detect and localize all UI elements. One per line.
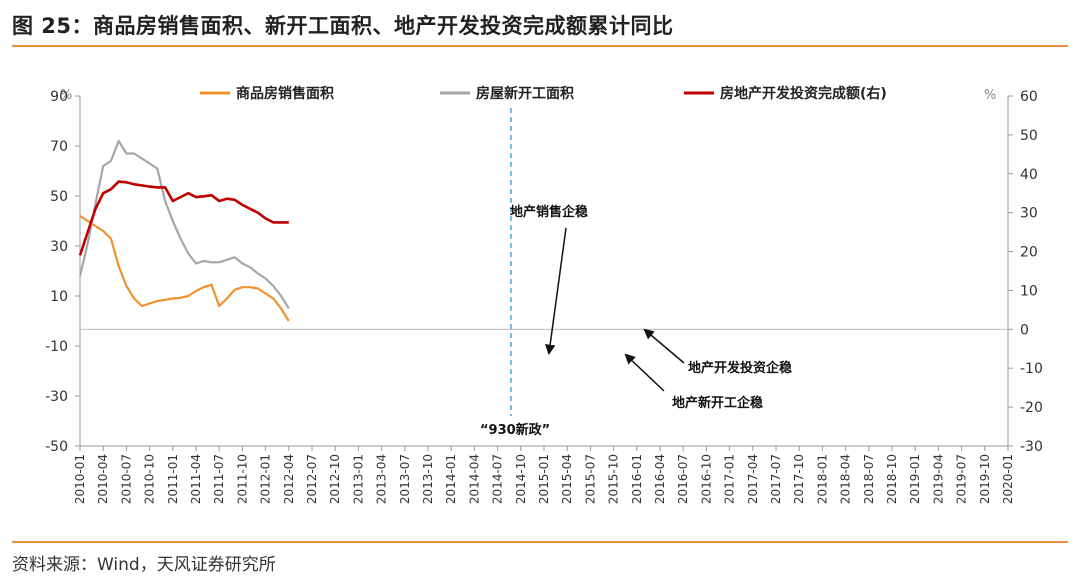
chart: 商品房销售面积 房屋新开工面积 房地产开发投资完成额(右) % % 90 70 50…: [45, 85, 1043, 504]
x-tick-label: 2018-10: [885, 454, 899, 504]
x-tick-label: 2019-04: [931, 454, 945, 504]
x-tick-label: 2015-04: [560, 454, 574, 504]
left-tick-label: -50: [45, 439, 68, 455]
x-tick-label: 2017-01: [723, 454, 737, 504]
x-tick-label: 2013-01: [351, 454, 365, 504]
x-tick-label: 2018-04: [839, 454, 853, 504]
x-tick-label: 2019-01: [908, 454, 922, 504]
x-tick-label: 2013-10: [421, 454, 435, 504]
x-tick-label: 2015-01: [537, 454, 551, 504]
x-tick-label: 2019-10: [978, 454, 992, 504]
x-tick-label: 2013-04: [375, 454, 389, 504]
x-tick-label: 2012-01: [259, 454, 273, 504]
x-tick-label: 2018-01: [815, 454, 829, 504]
x-tick-label: 2012-04: [282, 454, 296, 504]
right-tick-label: 0: [1020, 322, 1029, 338]
right-tick-label: -10: [1020, 361, 1043, 377]
left-tick-label: -10: [45, 339, 68, 355]
x-tick-label: 2014-10: [514, 454, 528, 504]
source-note: 资料来源：Wind，天风证券研究所: [12, 555, 276, 575]
series-lines: [78, 139, 290, 322]
x-tick-label: 2012-07: [305, 454, 319, 504]
right-tick-label: 20: [1020, 245, 1038, 261]
right-tick-label: 30: [1020, 206, 1038, 222]
annotations: “930新政” 地产销售企稳 地产开发投资企稳 地产新开工企稳: [480, 108, 792, 438]
left-tick-label: -30: [45, 389, 68, 405]
x-tick-label: 2015-07: [583, 454, 597, 504]
x-tick-label: 2017-07: [769, 454, 783, 504]
footer-divider: [12, 541, 1068, 543]
x-tick-label: 2013-07: [398, 454, 412, 504]
x-tick-label: 2016-04: [653, 454, 667, 504]
x-tick-label: 2011-04: [189, 454, 203, 504]
right-tick-label: 50: [1020, 128, 1038, 144]
right-axis-unit: %: [984, 88, 996, 103]
x-tick-label: 2014-01: [444, 454, 458, 504]
axes: 90 70 50 30 10 -10 -30 -50 60 50 40 30 20 10 0 -10 -20 -3…: [45, 89, 1043, 504]
x-tick-label: 2010-07: [119, 454, 133, 504]
legend: 商品房销售面积 房屋新开工面积 房地产开发投资完成额(右): [200, 85, 887, 102]
annotation-investment-stable: 地产开发投资企稳: [688, 360, 792, 376]
annotation-sales-stable: 地产销售企稳: [510, 204, 588, 220]
left-tick-label: 10: [50, 289, 68, 305]
left-tick-label: 50: [50, 189, 68, 205]
left-tick-label: 90: [50, 89, 68, 105]
legend-label-investment: 房地产开发投资完成额(右): [720, 85, 887, 102]
legend-label-newstarts: 房屋新开工面积: [476, 85, 574, 102]
series-line-0: [79, 215, 290, 322]
annotation-newstarts-arrow: [624, 353, 665, 392]
annotation-investment-arrow: [643, 328, 685, 364]
right-tick-label: 10: [1020, 283, 1038, 299]
left-tick-label: 30: [50, 239, 68, 255]
x-tick-label: 2020-01: [1001, 454, 1015, 504]
x-tick-label: 2011-10: [235, 454, 249, 504]
x-tick-label: 2015-10: [607, 454, 621, 504]
x-tick-label: 2012-10: [328, 454, 342, 504]
right-tick-label: -30: [1020, 439, 1043, 455]
left-tick-label: 70: [50, 139, 68, 155]
title-divider: [12, 45, 1068, 47]
x-tick-label: 2017-10: [792, 454, 806, 504]
x-tick-label: 2010-04: [96, 454, 110, 504]
page-title: 图 25：商品房销售面积、新开工面积、地产开发投资完成额累计同比: [12, 14, 674, 38]
chart-frame: [79, 96, 1009, 447]
annotation-policy: “930新政”: [480, 422, 550, 438]
right-tick-label: -20: [1020, 400, 1043, 416]
x-tick-label: 2014-04: [467, 454, 481, 504]
x-tick-label: 2019-07: [955, 454, 969, 504]
x-tick-label: 2016-01: [630, 454, 644, 504]
legend-label-sales: 商品房销售面积: [236, 85, 334, 102]
right-tick-label: 40: [1020, 167, 1038, 183]
annotation-newstarts-stable: 地产新开工企稳: [672, 395, 763, 411]
x-tick-label: 2016-10: [699, 454, 713, 504]
annotation-sales-arrow: [544, 227, 567, 356]
x-tick-label: 2016-07: [676, 454, 690, 504]
right-tick-label: 60: [1020, 89, 1038, 105]
x-tick-label: 2011-07: [212, 454, 226, 504]
series-line-1: [78, 139, 290, 310]
series-line-2: [78, 180, 289, 256]
x-tick-label: 2010-01: [73, 454, 87, 504]
x-tick-label: 2010-10: [143, 454, 157, 504]
left-axis-unit: %: [60, 88, 72, 103]
x-tick-label: 2017-04: [746, 454, 760, 504]
x-tick-label: 2018-07: [862, 454, 876, 504]
x-tick-label: 2011-01: [166, 454, 180, 504]
x-tick-label: 2014-07: [491, 454, 505, 504]
